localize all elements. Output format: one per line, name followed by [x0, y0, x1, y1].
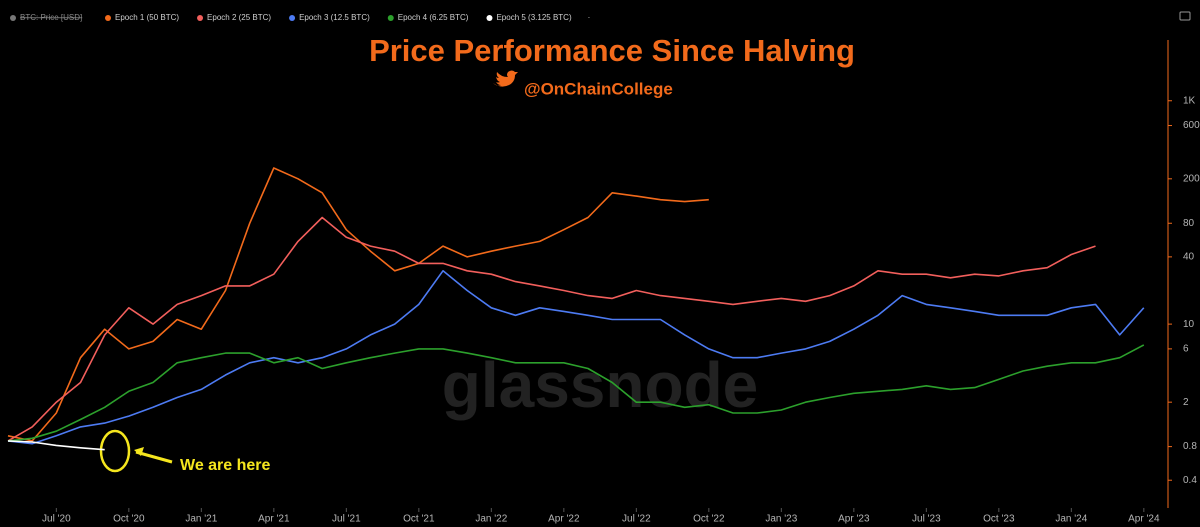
x-tick-label: Jul '22 — [622, 514, 651, 525]
legend-label: Epoch 5 (3.125 BTC) — [496, 13, 571, 22]
x-tick-label: Jan '24 — [1055, 514, 1087, 525]
x-tick-label: Jan '21 — [185, 514, 217, 525]
x-tick-label: Apr '23 — [838, 514, 870, 525]
legend-label: Epoch 4 (6.25 BTC) — [398, 13, 469, 22]
y-tick-label: 0.8 — [1183, 441, 1197, 452]
legend-label: Epoch 3 (12.5 BTC) — [299, 13, 370, 22]
y-tick-label: 40 — [1183, 252, 1195, 263]
x-tick-label: Jan '23 — [765, 514, 797, 525]
annotation-circle — [99, 429, 131, 473]
y-tick-label: 0.4 — [1183, 475, 1197, 486]
x-tick-label: Oct '20 — [113, 514, 145, 525]
annotation: We are here — [180, 457, 271, 474]
y-tick-label: 200 — [1183, 173, 1200, 184]
chart-title: Price Performance Since Halving — [369, 33, 855, 68]
legend-dot — [197, 15, 204, 21]
y-tick-label: 10 — [1183, 319, 1195, 330]
subtitle: @OnChainCollege — [524, 79, 673, 98]
x-tick-label: Apr '24 — [1128, 514, 1160, 525]
series-line — [7, 440, 105, 451]
legend-dot — [10, 15, 16, 21]
y-tick-label: 80 — [1183, 218, 1195, 229]
annotation-arrowhead — [134, 447, 144, 456]
legend-dot — [486, 15, 493, 21]
series-line — [7, 216, 1096, 442]
x-tick-label: Jul '21 — [332, 514, 361, 525]
legend-label: BTC: Price [USD] — [20, 13, 82, 22]
legend-label: Epoch 1 (50 BTC) — [115, 13, 179, 22]
x-tick-label: Oct '21 — [403, 514, 435, 525]
x-tick-label: Apr '21 — [258, 514, 290, 525]
legend-dot — [387, 15, 394, 21]
y-tick-label: 600 — [1183, 120, 1200, 131]
x-tick-label: Oct '22 — [693, 514, 725, 525]
y-tick-label: 1K — [1183, 95, 1196, 106]
legend-dot — [289, 15, 296, 21]
x-tick-label: Jan '22 — [475, 514, 507, 525]
x-tick-label: Jul '20 — [42, 514, 71, 525]
legend: BTC: Price [USD] Epoch 1 (50 BTC) Epoch 2… — [10, 13, 590, 22]
x-tick-label: Apr '22 — [548, 514, 580, 525]
bird-icon — [493, 70, 518, 87]
camera-icon[interactable] — [1179, 11, 1191, 21]
series-line — [7, 270, 1145, 445]
x-tick-label: Oct '23 — [983, 514, 1015, 525]
y-tick-label: 2 — [1183, 397, 1189, 408]
x-tick-label: Jul '23 — [912, 514, 941, 525]
legend-more: · — [588, 13, 591, 22]
watermark: glassnode — [442, 349, 759, 421]
y-tick-label: 6 — [1183, 344, 1189, 355]
annotation-arrow — [135, 450, 173, 464]
legend-dot — [105, 15, 111, 21]
series-line — [7, 167, 709, 442]
legend-label: Epoch 2 (25 BTC) — [207, 13, 271, 22]
series-line — [7, 344, 1145, 442]
